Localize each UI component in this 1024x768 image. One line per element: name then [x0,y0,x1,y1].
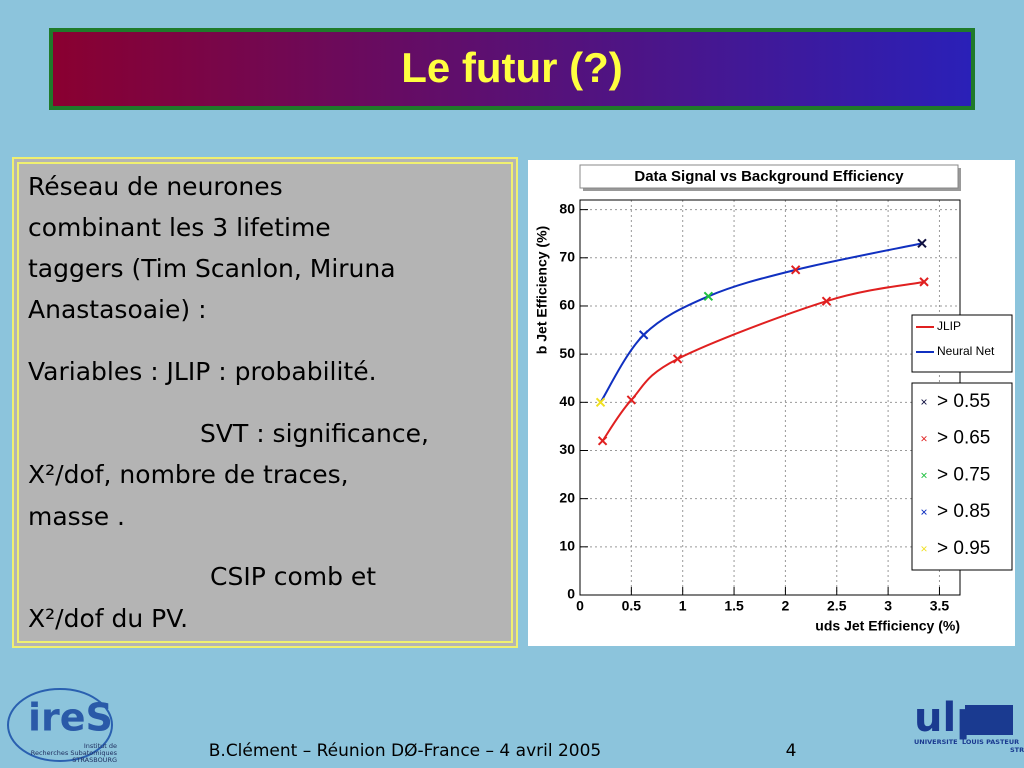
marker [595,397,606,408]
marker [921,509,927,515]
cut-label: > 0.95 [937,538,990,559]
marker [919,277,929,287]
body-line: Réseau de neurones [28,172,283,201]
body-line: combinant les 3 lifetime [28,213,331,242]
body-line: CSIP comb et [210,562,376,591]
marker [921,546,927,552]
logo-right-mark [965,705,1013,735]
marker [921,399,927,405]
x-tick-label: 2 [782,598,790,614]
legend-label: JLIP [937,319,961,333]
x-tick-label: 3.5 [930,598,950,614]
cut-label: > 0.85 [937,501,990,522]
y-tick-label: 40 [559,393,575,409]
y-tick-label: 80 [559,200,575,216]
x-tick-label: 0 [576,598,584,614]
cut-label: > 0.75 [937,464,990,485]
body-line: Variables : JLIP : probabilité. [28,357,377,386]
marker [638,330,649,340]
chart-title-box [579,164,959,189]
cut-label: > 0.65 [937,428,990,449]
y-tick-label: 0 [567,586,575,602]
logo-left-caption: Institut de [84,742,117,750]
title-box [49,28,975,110]
body-line: Anastasoaie) : [28,295,207,324]
cut-label: > 0.55 [937,391,990,412]
marker [597,436,608,446]
footer-text: B.Clément – Réunion DØ-France – 4 avril … [209,741,602,761]
body: Réseau de neurones combinant les 3 lifeti… [28,172,429,633]
chart-title: Data Signal vs Background Efficiency [634,168,904,185]
y-tick-label: 50 [559,345,575,361]
logo-right-caption: LOUIS PASTEUR [962,738,1019,746]
marker [703,291,714,302]
x-tick-label: 3 [884,598,892,614]
y-tick-label: 70 [559,249,575,265]
body-line: taggers (Tim Scanlon, Miruna [28,254,396,283]
y-axis-label: b Jet Efficiency (%) [534,226,550,354]
logo-swoosh [7,688,113,762]
text-box-inner [17,162,513,643]
marker [821,296,832,306]
series-line [599,242,923,403]
footer: B.Clément – Réunion DØ-France – 4 avril … [7,688,1024,764]
legend-box [911,314,1013,373]
marker [790,265,801,275]
marker [626,395,637,405]
text-box [12,157,518,648]
marker [921,435,927,442]
x-tick-label: 2.5 [827,598,847,614]
body-line: X²/dof, nombre de traces, [28,460,349,489]
y-tick-label: 30 [559,441,575,457]
cut-legend-box [911,382,1013,571]
y-tick-label: 60 [559,297,575,313]
marker [921,472,927,479]
logo-left-caption: STRASBOURG [72,756,117,764]
x-axis-label: uds Jet Efficiency (%) [815,618,960,634]
slide-title: Le futur (?) [401,44,623,91]
marker [917,238,927,249]
page-number: 4 [786,741,797,761]
x-tick-label: 1 [679,598,687,614]
logo-right-caption: STRASBOURG [1010,746,1024,754]
x-tick-label: 0.5 [622,598,642,614]
marker [672,354,683,364]
legend-label: Neural Net [937,344,995,358]
logo-right-caption: UNIVERSITE [914,738,958,746]
y-tick-label: 10 [559,538,575,554]
x-tick-label: 1.5 [724,598,744,614]
body-line: X²/dof du PV. [28,604,188,633]
chart: Data Signal vs Background Efficiency 0 0.5… [534,164,1013,634]
y-tick-label: 20 [559,489,575,505]
body-line: masse . [28,502,125,531]
logo-left-name: ireS [28,696,113,740]
logo-left-caption: Recherches Subatomiques [31,749,118,757]
series-line [601,280,925,442]
body-line: SVT : significance, [200,419,429,448]
